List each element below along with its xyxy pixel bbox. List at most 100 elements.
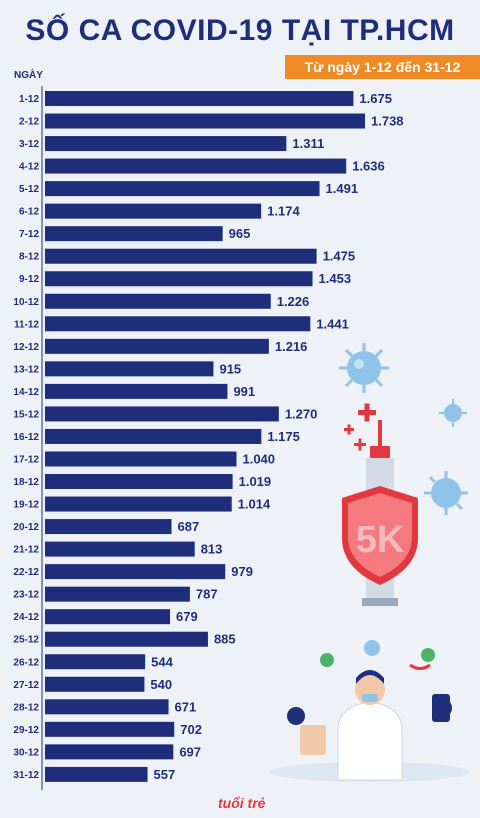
category-label: 11-12: [14, 319, 39, 330]
category-label: 4-12: [19, 162, 39, 173]
value-label: 679: [176, 609, 198, 624]
bar: [45, 361, 214, 377]
value-label: 1.441: [316, 316, 349, 331]
bar: [45, 248, 317, 264]
category-label: 3-12: [19, 139, 39, 150]
category-label: 10-12: [13, 297, 39, 308]
bar: [45, 564, 226, 580]
doctor-illustration: [270, 640, 470, 782]
category-label: 20-12: [13, 522, 39, 533]
category-label: 1-12: [19, 94, 39, 105]
bar: [45, 226, 223, 242]
value-label: 965: [229, 226, 251, 241]
bar: [45, 316, 311, 332]
value-label: 1.226: [277, 294, 310, 309]
bar: [45, 496, 232, 512]
category-label: 22-12: [13, 567, 39, 578]
category-label: 19-12: [13, 500, 39, 511]
shield-icon: 5K: [342, 486, 418, 585]
category-label: 28-12: [13, 702, 39, 713]
bar: [45, 519, 172, 535]
category-label: 9-12: [19, 274, 39, 285]
category-label: 13-12: [13, 364, 39, 375]
bar: [45, 158, 347, 174]
category-label: 14-12: [13, 387, 39, 398]
value-label: 991: [233, 384, 255, 399]
bar: [45, 744, 174, 760]
category-label: 26-12: [13, 657, 39, 668]
category-label: 8-12: [19, 252, 39, 263]
category-label: 2-12: [19, 117, 39, 128]
bar: [45, 766, 148, 782]
value-label: 813: [201, 542, 223, 557]
date-range-badge: Từ ngày 1-12 đến 31-12: [285, 55, 480, 79]
value-label: 671: [175, 699, 197, 714]
shield-badge-text: 5K: [356, 519, 405, 561]
bar: [45, 586, 190, 602]
value-label: 885: [214, 632, 236, 647]
value-label: 1.014: [238, 497, 271, 512]
bar: [45, 721, 175, 737]
category-label: 6-12: [19, 207, 39, 218]
value-label: 1.216: [275, 339, 308, 354]
value-label: 1.675: [359, 91, 392, 106]
category-label: 7-12: [19, 229, 39, 240]
category-label: 21-12: [13, 545, 39, 556]
bar: [45, 136, 287, 152]
value-label: 1.019: [239, 474, 272, 489]
value-label: 557: [154, 767, 176, 782]
value-label: 1.636: [352, 159, 385, 174]
value-label: 915: [219, 361, 241, 376]
bar: [45, 91, 354, 106]
value-label: 1.311: [292, 136, 324, 151]
bar: [45, 113, 365, 129]
category-label: 17-12: [13, 454, 39, 465]
category-label: 18-12: [13, 477, 39, 488]
category-label: 5-12: [19, 184, 39, 195]
bar: [45, 631, 208, 647]
bar: [45, 293, 271, 309]
bar: [45, 609, 171, 625]
bar: [45, 383, 228, 399]
axis-header-day: NGÀY: [14, 70, 43, 81]
value-label: 1.738: [371, 114, 404, 129]
category-label: 15-12: [13, 409, 39, 420]
value-label: 687: [177, 519, 199, 534]
value-label: 697: [179, 744, 201, 759]
value-label: 1.040: [242, 451, 275, 466]
value-label: 1.174: [267, 204, 300, 219]
category-label: 12-12: [13, 342, 39, 353]
value-label: 1.453: [319, 271, 352, 286]
bar: [45, 271, 313, 287]
value-label: 1.475: [323, 249, 356, 264]
bar: [45, 338, 269, 354]
value-label: 1.175: [267, 429, 300, 444]
value-label: 544: [151, 654, 173, 669]
virus-icon: [439, 399, 467, 427]
value-label: 979: [231, 564, 253, 579]
virus-icon: [339, 343, 389, 393]
brand-logo: tuổi trẻ: [218, 795, 266, 811]
bar: [45, 699, 169, 715]
plus-icon: [344, 403, 376, 451]
bar: [45, 474, 233, 490]
virus-icon: [424, 471, 468, 515]
bar: [45, 451, 237, 467]
bar: [45, 203, 262, 219]
category-label: 30-12: [13, 747, 39, 758]
category-label: 24-12: [13, 612, 39, 623]
value-label: 1.491: [326, 181, 359, 196]
value-label: 540: [150, 677, 172, 692]
value-label: 1.270: [285, 406, 318, 421]
value-label: 702: [180, 722, 202, 737]
bar: [45, 428, 262, 444]
chart-title: SỐ CA COVID-19 TẠI TP.HCM: [25, 14, 455, 47]
category-label: 27-12: [13, 680, 39, 691]
category-label: 16-12: [13, 432, 39, 443]
value-label: 787: [196, 587, 218, 602]
category-label: 29-12: [13, 725, 39, 736]
bar: [45, 181, 320, 197]
bar: [45, 676, 145, 692]
